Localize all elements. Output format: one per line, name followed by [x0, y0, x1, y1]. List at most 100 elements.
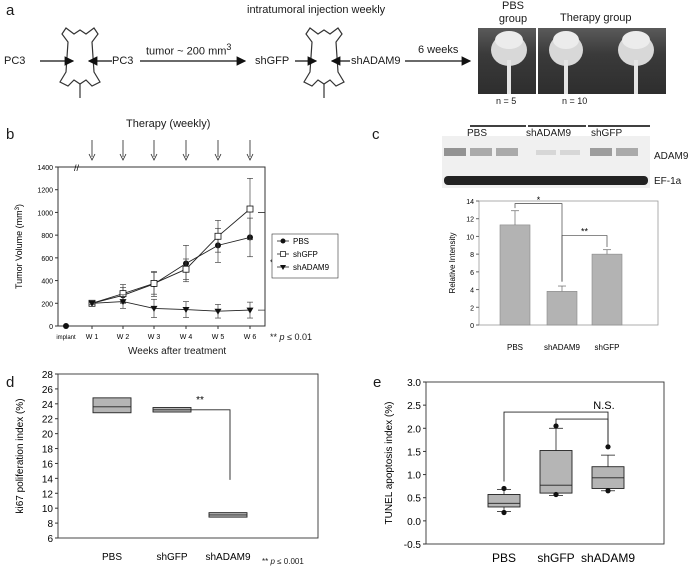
chart-d-ytick-label: 22	[42, 415, 54, 426]
therapy-arrowhead	[214, 153, 222, 161]
chart-e-ytick-label: 1.0	[407, 471, 421, 482]
series-line-shADAM9	[91, 301, 251, 312]
tumor-size-label: tumor ~ 200 mm3	[146, 42, 232, 58]
chart-e-frame	[425, 381, 665, 545]
chart-b-pnote: ** p ≤ 0.01	[270, 332, 313, 342]
chart-c-ytick-label: 4	[470, 288, 474, 295]
chart-d-pnote: ** p ≤ 0.001	[262, 557, 304, 566]
chart-b-ytick-label: 0	[49, 324, 53, 331]
chart-d-ylabel: ki67 poliferation index (%)	[15, 398, 26, 513]
chart-b-axis-break: //	[74, 163, 80, 173]
box-PBS	[92, 397, 132, 414]
bar-shADAM9	[546, 291, 578, 326]
chart-b-ytick-label: 1400	[37, 165, 53, 172]
chart-tunel: -0.5 0.0 0.5 1.0 1.5 2.0 2.5 3.0 TUNEL apoptosis…	[384, 378, 665, 565]
western-blot	[440, 122, 650, 188]
chart-relative-intensity: 0 2 4 6 8 10 12 14 Relative Intensity PBS shADAM9 s…	[448, 196, 659, 352]
chart-b-ytick-label: 400	[41, 279, 53, 286]
chart-b-ytick-label: 1200	[37, 188, 53, 195]
therapy-arrowhead	[88, 153, 96, 161]
chart-e-ylabel: TUNEL apoptosis index (%)	[384, 401, 395, 524]
chart-d-ytick-label: 18	[42, 445, 54, 456]
therapy-arrowhead	[246, 153, 254, 161]
therapy-group-label: Therapy group	[560, 12, 632, 24]
outlier-point	[553, 491, 559, 498]
outlier-point	[605, 444, 611, 450]
legend-marker	[280, 238, 286, 244]
mice-photo	[478, 28, 666, 94]
n-pbs: n = 5	[496, 96, 517, 106]
chart-b-ytick-label: 1000	[37, 210, 53, 217]
chart-d-ytick-label: 6	[47, 534, 53, 545]
chart-c-ylabel: Relative Intensity	[448, 233, 457, 294]
series-line-shGFP	[91, 208, 251, 304]
chart-b-xtick-label: W 5	[212, 334, 225, 341]
chart-e-ytick-label: 0.0	[407, 517, 421, 528]
chart-c-ytick-label: 12	[466, 217, 474, 224]
chart-e-ns: N.S.	[593, 400, 614, 412]
chart-c-xlabel: shGFP	[595, 343, 620, 352]
chart-d-xlabel: PBS	[102, 552, 122, 563]
band-adam9: ADAM9	[654, 151, 689, 162]
panel-b-letter: b	[6, 126, 15, 143]
chart-e-xlabel: shADAM9	[581, 551, 635, 565]
chart-b-ytick-label: 600	[41, 256, 53, 263]
point-shADAM9	[182, 307, 190, 314]
point-shADAM9	[88, 300, 96, 307]
panel-c-letter: c	[372, 126, 380, 143]
chart-c-sig-2: **	[581, 227, 589, 237]
chart-d-ytick-label: 28	[42, 370, 54, 381]
point-shADAM9	[119, 299, 127, 306]
blot-label-shadam9: shADAM9	[526, 128, 572, 139]
pbs-group-label: PBS group	[498, 0, 528, 25]
chart-d-frame	[57, 373, 319, 539]
box-shGFP	[539, 450, 573, 494]
outlier-point	[501, 485, 507, 492]
chart-b-xtick-label: W 3	[148, 334, 161, 341]
chart-e-bracket-inner	[555, 418, 609, 443]
therapy-weekly-label: Therapy (weekly)	[126, 118, 211, 130]
mouse-illustration-1	[59, 27, 101, 98]
pc3-left-label: PC3	[4, 55, 26, 67]
shgfp-label: shGFP	[255, 55, 290, 67]
chart-b-xtick-label: W 6	[244, 334, 257, 341]
chart-c-ytick-label: 14	[466, 199, 474, 206]
panel-e-letter: e	[373, 374, 382, 391]
panel-d-letter: d	[6, 374, 15, 391]
chart-c-ytick-label: 0	[470, 323, 474, 330]
injection-title: intratumoral injection weekly	[247, 4, 386, 16]
chart-d-ytick-label: 14	[42, 474, 54, 485]
chart-b-ylabel: Tumor Volume (mm3)	[14, 204, 24, 289]
chart-d-ytick-label: 26	[42, 385, 54, 396]
series-line-PBS	[91, 236, 251, 304]
panel-a-schematic	[40, 27, 472, 98]
chart-b-sig-bracket	[258, 212, 266, 311]
point-shGFP	[150, 280, 158, 287]
point-shGFP	[182, 265, 190, 273]
chart-c-sig-bracket-2	[561, 235, 608, 282]
chart-d-ytick-label: 16	[42, 459, 54, 470]
pc3-right-label: PC3	[112, 55, 134, 67]
chart-e-xlabel: PBS	[492, 551, 516, 565]
chart-d-sig: **	[196, 395, 204, 406]
chart-d-xlabel: shADAM9	[205, 552, 250, 563]
therapy-arrowhead	[150, 153, 158, 161]
band-ef1a: EF-1a	[654, 176, 682, 187]
chart-d-ytick-label: 12	[42, 489, 54, 500]
chart-e-ytick-label: 0.5	[407, 494, 421, 505]
box-PBS	[487, 494, 521, 508]
legend-label-shGFP: shGFP	[293, 250, 318, 259]
chart-c-sig-1: *	[537, 196, 541, 205]
mouse-illustration-2	[303, 27, 345, 98]
chart-b-xtick-label: W 1	[86, 334, 99, 341]
point-shADAM9	[246, 307, 254, 314]
chart-d-ytick-label: 24	[42, 400, 54, 411]
chart-d-ytick-label: 10	[42, 504, 54, 515]
blot-label-shgfp: shGFP	[591, 128, 623, 139]
point-shADAM9	[150, 305, 158, 312]
chart-e-ytick-label: 3.0	[407, 378, 421, 389]
point-shADAM9	[214, 308, 222, 315]
chart-d-xlabel: shGFP	[156, 552, 187, 563]
chart-c-ytick-label: 8	[470, 252, 474, 259]
chart-b-xlabel: Weeks after treatment	[128, 346, 227, 357]
